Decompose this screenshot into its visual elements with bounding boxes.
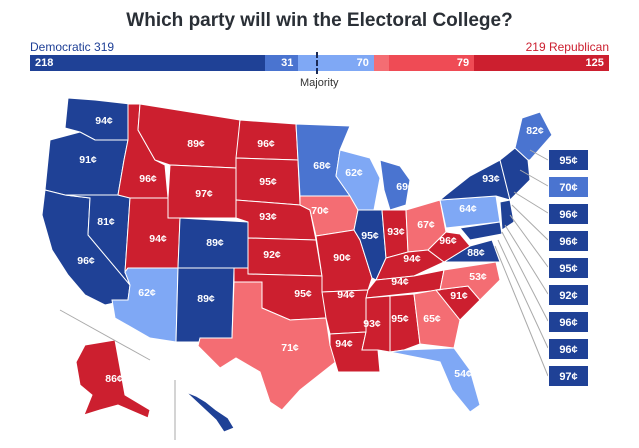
state-tx[interactable] xyxy=(197,281,339,411)
small-state-box[interactable]: 96¢ xyxy=(548,338,589,360)
state-ks[interactable] xyxy=(247,237,323,277)
state-label-la: 94¢ xyxy=(335,338,353,350)
small-state-box[interactable]: 97¢ xyxy=(548,365,589,387)
state-label-ia: 70¢ xyxy=(311,205,329,217)
leader-lines xyxy=(59,149,549,440)
bar-segment-safe_rep: 125 xyxy=(474,55,609,71)
bar-segment-likely_rep: 79 xyxy=(388,55,475,71)
state-label-nv: 81¢ xyxy=(97,216,115,228)
state-ak[interactable] xyxy=(75,339,151,419)
state-label-in: 93¢ xyxy=(387,226,405,238)
state-label-mo: 90¢ xyxy=(333,252,351,264)
state-label-ne: 93¢ xyxy=(259,211,277,223)
state-label-tx: 71¢ xyxy=(281,342,299,354)
state-label-ak: 86¢ xyxy=(105,373,123,385)
state-label-fl: 54¢ xyxy=(454,368,472,380)
small-state-box[interactable]: 92¢ xyxy=(548,284,589,306)
state-label-ks: 92¢ xyxy=(263,249,281,261)
democratic-total-label: Democratic 319 xyxy=(30,40,115,54)
state-wy[interactable] xyxy=(167,164,237,219)
state-label-va: 88¢ xyxy=(467,247,485,259)
bar-segment-likely_dem: 31 xyxy=(265,55,299,71)
state-label-oh: 67¢ xyxy=(417,219,435,231)
state-ga[interactable] xyxy=(413,289,461,349)
state-label-az: 62¢ xyxy=(138,287,156,299)
small-state-box[interactable]: 95¢ xyxy=(548,149,589,171)
state-label-sd: 95¢ xyxy=(259,176,277,188)
state-label-ar: 94¢ xyxy=(337,289,355,301)
electoral-vote-bar: 218 31 70 79 125 xyxy=(30,55,610,71)
state-az[interactable] xyxy=(111,267,179,343)
state-label-wv: 96¢ xyxy=(439,235,457,247)
state-nj[interactable] xyxy=(499,199,515,231)
state-label-mi: 69¢ xyxy=(396,181,414,193)
page-title: Which party will win the Electoral Colle… xyxy=(126,10,513,31)
state-wv[interactable] xyxy=(427,231,471,263)
bar-segment-lean_rep xyxy=(373,55,389,71)
state-label-ny: 93¢ xyxy=(482,173,500,185)
state-label-or: 91¢ xyxy=(79,154,97,166)
state-label-ok: 95¢ xyxy=(294,288,312,300)
state-label-me: 82¢ xyxy=(526,125,544,137)
state-fl[interactable] xyxy=(389,347,481,413)
state-al[interactable] xyxy=(389,293,421,353)
state-label-wa: 94¢ xyxy=(95,115,113,127)
majority-marker xyxy=(316,52,318,74)
state-label-wi: 62¢ xyxy=(345,167,363,179)
state-label-id: 96¢ xyxy=(139,173,157,185)
state-me[interactable] xyxy=(514,111,553,161)
state-md[interactable] xyxy=(459,221,503,241)
state-label-co: 89¢ xyxy=(206,237,224,249)
state-label-ca: 96¢ xyxy=(77,255,95,267)
small-state-box[interactable]: 96¢ xyxy=(548,311,589,333)
bar-segment-safe_dem: 218 xyxy=(30,55,266,71)
state-hi[interactable] xyxy=(185,391,235,433)
small-state-box[interactable]: 95¢ xyxy=(548,257,589,279)
state-label-nd: 96¢ xyxy=(257,138,275,150)
republican-total-label: 219 Republican xyxy=(525,40,609,54)
bar-segment-lean_dem: 70 xyxy=(298,55,374,71)
state-nm[interactable] xyxy=(175,267,235,343)
state-label-il: 95¢ xyxy=(361,230,379,242)
state-label-mt: 89¢ xyxy=(187,138,205,150)
state-mi[interactable] xyxy=(379,159,411,211)
state-label-sc: 91¢ xyxy=(450,290,468,302)
small-state-box[interactable]: 96¢ xyxy=(548,203,589,225)
state-nc[interactable] xyxy=(435,261,501,301)
us-electoral-map: 94¢ 91¢ 96¢ 81¢ 96¢ 89¢ 97¢ 94¢ 62¢ 89¢ 89¢ 96¢ 95¢ 9… xyxy=(41,97,553,440)
state-label-ga: 65¢ xyxy=(423,313,441,325)
state-label-mn: 68¢ xyxy=(313,160,331,172)
state-label-ut: 94¢ xyxy=(149,233,167,245)
state-label-nm: 89¢ xyxy=(197,293,215,305)
majority-label: Majority xyxy=(300,77,339,89)
state-label-ky: 94¢ xyxy=(403,253,421,265)
state-label-nc: 53¢ xyxy=(469,271,487,283)
state-label-al: 95¢ xyxy=(391,313,409,325)
small-state-box[interactable]: 70¢ xyxy=(548,176,589,198)
small-state-box[interactable]: 96¢ xyxy=(548,230,589,252)
state-label-pa: 64¢ xyxy=(459,203,477,215)
state-label-ms: 93¢ xyxy=(363,318,381,330)
state-label-tn: 94¢ xyxy=(391,276,409,288)
state-label-wy: 97¢ xyxy=(195,188,213,200)
